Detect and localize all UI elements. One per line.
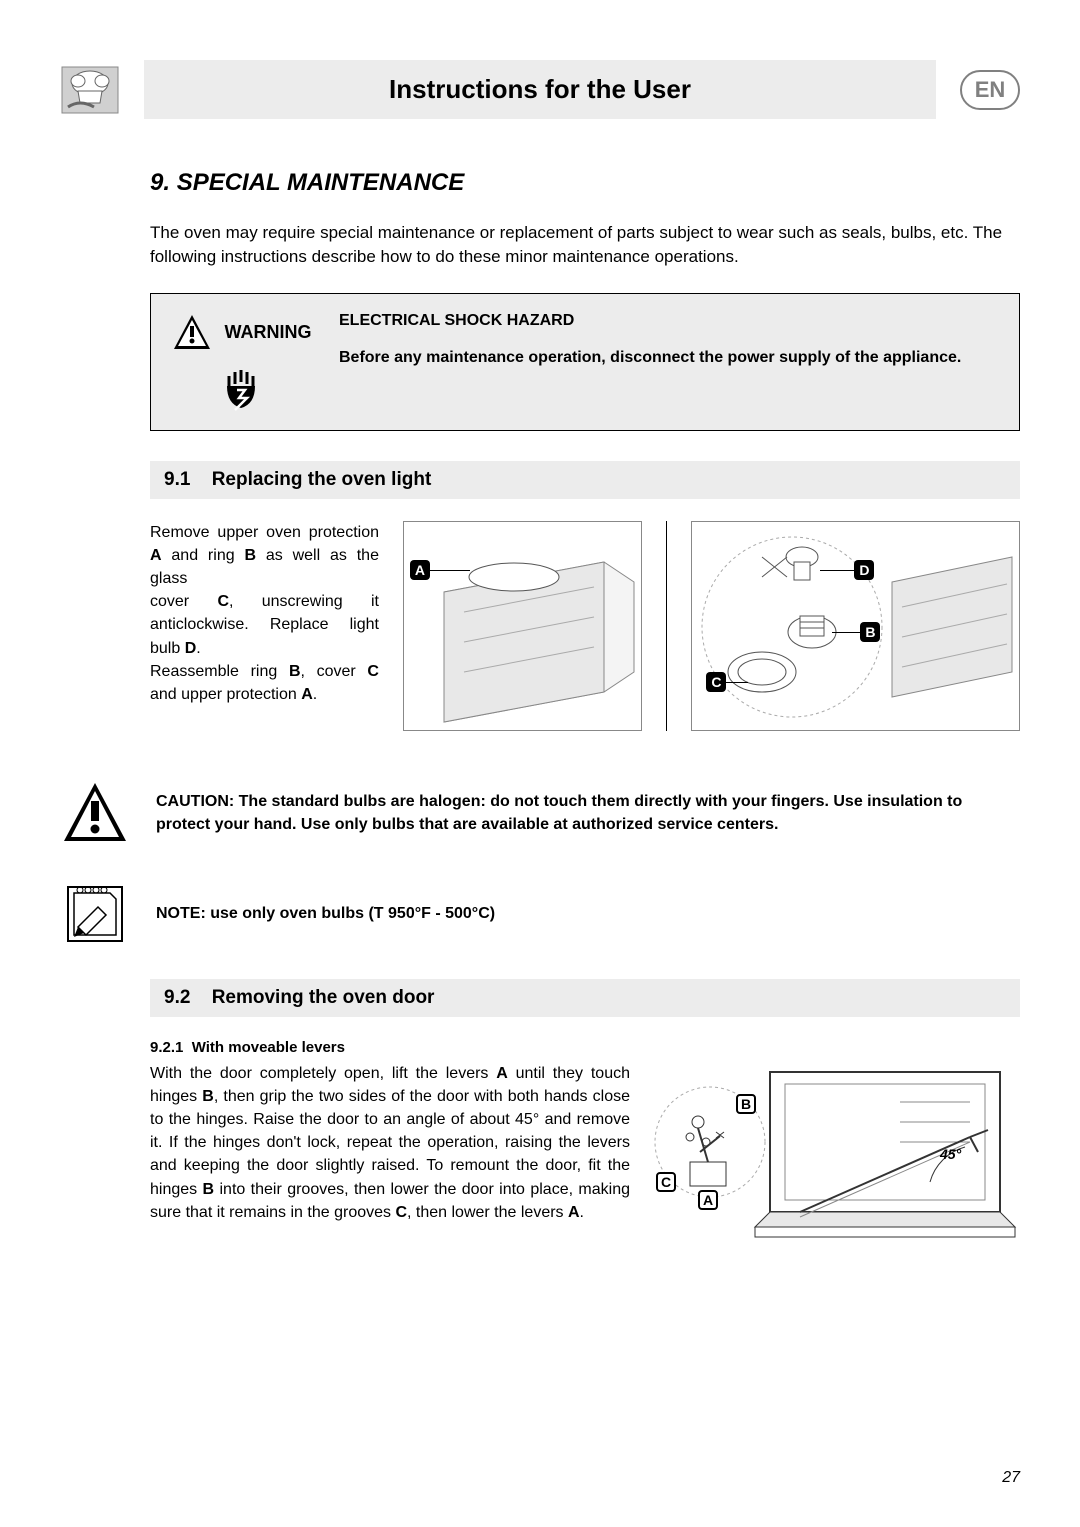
section-intro: The oven may require special maintenance… (150, 221, 1020, 269)
txt: and ring (162, 547, 245, 564)
label-b: B (203, 1181, 215, 1198)
label-d: D (185, 640, 197, 657)
txt: , cover (301, 663, 368, 680)
warning-label: WARNING (225, 322, 312, 343)
callout-d: D (854, 560, 874, 580)
note-text: NOTE: use only oven bulbs (T 950°F - 500… (156, 905, 495, 923)
section-number: 9. (150, 169, 170, 196)
page-header: Instructions for the User EN (60, 60, 1020, 119)
txt: and upper protection (150, 686, 301, 703)
oven-door-text: With the door completely open, lift the … (150, 1062, 630, 1262)
warning-box: WARNING ELECTRICAL SHOCK HAZARD Before a… (150, 293, 1020, 431)
warning-triangle-icon (171, 312, 213, 354)
label-a: A (568, 1204, 580, 1221)
txt: cover (150, 593, 217, 610)
label-a: A (496, 1065, 508, 1082)
label-b: B (244, 547, 256, 564)
callout-line (832, 632, 860, 634)
subsection-9-2-title: Removing the oven door (212, 987, 435, 1008)
chef-hat-icon (60, 65, 120, 115)
subsubsection-9-2-1: 9.2.1 With moveable levers (150, 1039, 1020, 1056)
subsub-title: With moveable levers (192, 1039, 345, 1056)
txt: Reassemble ring (150, 663, 289, 680)
warning-icons: WARNING (171, 312, 311, 412)
subsection-9-1-bar: 9.1 Replacing the oven light (150, 461, 1020, 499)
warning-hazard: ELECTRICAL SHOCK HAZARD (339, 312, 999, 330)
label-c: C (395, 1204, 407, 1221)
label-b: B (289, 663, 301, 680)
note-row: NOTE: use only oven bulbs (T 950°F - 500… (60, 879, 1020, 949)
subsection-9-2-bar: 9.2 Removing the oven door (150, 979, 1020, 1017)
page-number: 27 (1002, 1469, 1020, 1487)
caution-text: CAUTION: The standard bulbs are halogen:… (156, 791, 1020, 836)
callout-line (430, 570, 470, 572)
label-b: B (202, 1088, 214, 1105)
section-title-text: SPECIAL MAINTENANCE (177, 169, 465, 196)
figure-oven-door: B C A 45° (650, 1062, 1020, 1262)
subsection-9-1-title: Replacing the oven light (212, 469, 432, 490)
txt: . (313, 686, 317, 703)
oven-door-row: With the door completely open, lift the … (150, 1062, 1020, 1262)
label-c: C (367, 663, 379, 680)
caution-triangle-icon (60, 779, 130, 849)
figure-divider (666, 521, 668, 731)
notepad-icon (60, 879, 130, 949)
callout-c: C (656, 1172, 676, 1192)
callout-b: B (860, 622, 880, 642)
subsection-9-2-num: 9.2 (164, 987, 190, 1008)
subsub-num: 9.2.1 (150, 1039, 183, 1056)
warning-content: ELECTRICAL SHOCK HAZARD Before any maint… (339, 312, 999, 412)
callout-line (820, 570, 854, 572)
section-heading: 9. SPECIAL MAINTENANCE (150, 169, 1020, 197)
callout-c: C (706, 672, 726, 692)
txt: . (580, 1204, 584, 1221)
figure-oven-light-2: D B C (691, 521, 1020, 731)
callout-line (726, 682, 748, 684)
angle-label: 45° (940, 1146, 961, 1162)
txt: , then lower the levers (407, 1204, 568, 1221)
label-a: A (150, 547, 162, 564)
page-title: Instructions for the User (144, 60, 936, 119)
label-a: A (301, 686, 313, 703)
subsection-9-1-num: 9.1 (164, 469, 190, 490)
callout-b: B (736, 1094, 756, 1114)
txt: . (196, 640, 200, 657)
caution-row: CAUTION: The standard bulbs are halogen:… (60, 779, 1020, 849)
oven-light-text: Remove upper oven protection A and ring … (150, 521, 379, 707)
figure-oven-light-1: A (403, 521, 642, 731)
callout-a: A (698, 1190, 718, 1210)
callout-a: A (410, 560, 430, 580)
shock-hand-icon (217, 364, 265, 412)
txt: With the door completely open, lift the … (150, 1065, 496, 1082)
oven-light-row: Remove upper oven protection A and ring … (150, 521, 1020, 731)
txt: Remove upper oven protection (150, 524, 379, 541)
label-c: C (217, 593, 229, 610)
warning-body: Before any maintenance operation, discon… (339, 346, 999, 370)
language-badge: EN (960, 70, 1020, 110)
